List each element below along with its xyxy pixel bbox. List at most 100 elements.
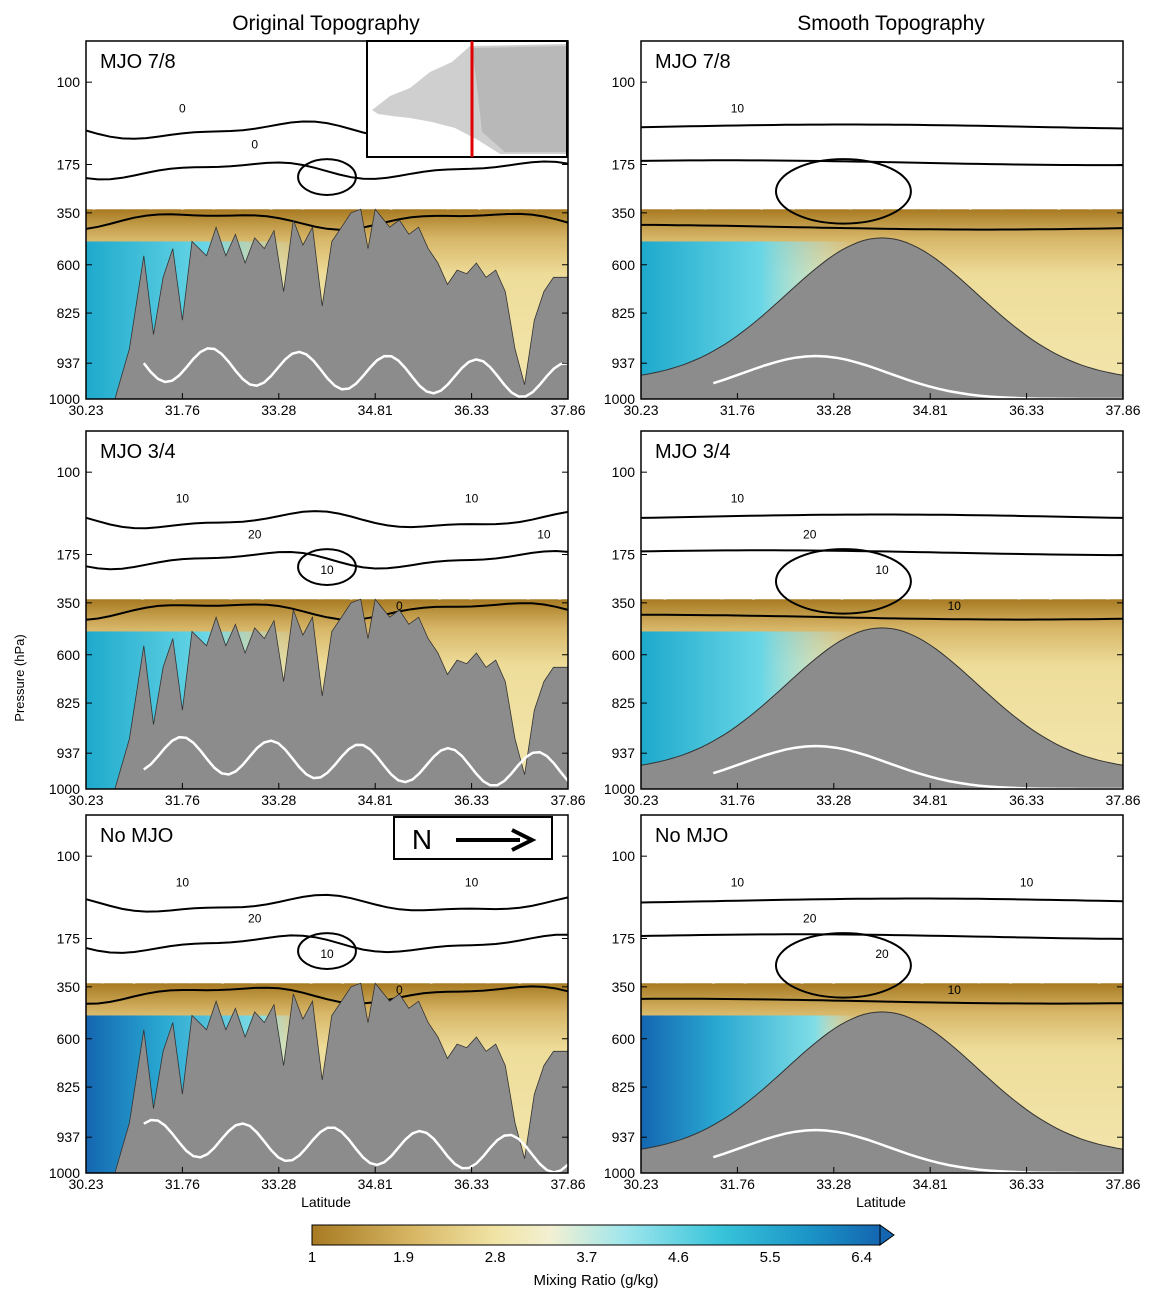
contour-line [85, 893, 569, 913]
x-axis-label-right: Latitude [856, 1194, 906, 1210]
contour-label: 0 [251, 137, 258, 151]
x-tick-label: 31.76 [720, 402, 755, 418]
colorbar: 1 1.9 2.8 3.7 4.6 5.5 6.4 Mixing Ratio (g/kg) [308, 1224, 895, 1289]
contour-label: 10 [731, 876, 745, 890]
surface-contour [143, 1118, 569, 1174]
panel-3: MJO 3/4102010010101001753506008259371000… [49, 430, 586, 808]
y-tick-label: 600 [57, 1031, 81, 1047]
panel-frame [85, 814, 569, 1174]
contour-label: 10 [948, 599, 962, 613]
contour-label: 20 [875, 947, 889, 961]
x-tick-label: 31.76 [165, 792, 200, 808]
contour-line [640, 549, 1123, 557]
contour-loop [297, 932, 357, 970]
contour-label: 10 [176, 492, 190, 506]
contour-line [641, 223, 1124, 231]
y-tick-label: 175 [612, 157, 636, 173]
x-tick-label: 33.28 [816, 792, 851, 808]
contour-label: 10 [320, 947, 334, 961]
colorbar-tick-label: 1 [308, 1249, 316, 1266]
y-tick-label: 100 [57, 464, 81, 480]
panel-frame [640, 430, 1124, 790]
x-tick-label: 37.86 [1105, 1176, 1140, 1192]
x-tick-label: 34.81 [358, 792, 393, 808]
y-tick-label: 1000 [49, 1165, 80, 1181]
y-tick-label: 825 [57, 1079, 81, 1095]
terrain-shape [640, 237, 1124, 400]
x-tick-label: 36.33 [1009, 402, 1044, 418]
contour-label: 10 [875, 563, 889, 577]
contour-label: 10 [465, 492, 479, 506]
x-tick-label: 30.23 [68, 792, 103, 808]
y-tick-label: 100 [612, 848, 636, 864]
y-tick-label: 100 [612, 74, 636, 90]
x-tick-label: 36.33 [1009, 1176, 1044, 1192]
contour-line [640, 513, 1124, 519]
contour-line [85, 602, 569, 621]
x-tick-label: 33.28 [816, 402, 851, 418]
y-tick-label: 1000 [604, 391, 635, 407]
x-tick-label: 37.86 [550, 1176, 585, 1192]
x-axis-label-left: Latitude [301, 1194, 351, 1210]
y-tick-label: 175 [612, 931, 636, 947]
y-tick-label: 1000 [604, 1165, 635, 1181]
terrain-shape [86, 982, 569, 1174]
panel-label: MJO 7/8 [100, 51, 176, 73]
x-tick-label: 30.23 [68, 1176, 103, 1192]
band-top-edge [86, 199, 568, 210]
y-tick-label: 1000 [604, 781, 635, 797]
colorbar-tick-label: 5.5 [760, 1249, 781, 1266]
contour-line [85, 510, 569, 530]
colorbar-tick-label: 2.8 [485, 1249, 506, 1266]
x-tick-label: 30.23 [623, 402, 658, 418]
y-tick-label: 350 [612, 979, 636, 995]
colorbar-tick-label: 1.9 [393, 1249, 414, 1266]
y-tick-label: 175 [57, 157, 81, 173]
y-tick-label: 100 [57, 74, 81, 90]
band-top-edge [641, 589, 1123, 600]
contour-line [640, 933, 1124, 940]
contour-line [85, 985, 569, 1005]
contour-line [85, 160, 569, 181]
x-tick-label: 33.28 [816, 1176, 851, 1192]
contour-label: 20 [248, 527, 262, 541]
contour-label: 10 [1020, 876, 1034, 890]
contour-line [640, 159, 1123, 167]
x-tick-label: 34.81 [913, 792, 948, 808]
colorbar-tick-label: 3.7 [576, 1249, 597, 1266]
x-tick-label: 34.81 [913, 402, 948, 418]
x-tick-label: 31.76 [165, 1176, 200, 1192]
panel-5: No MJO102010010100175350600825937100030.… [49, 814, 586, 1192]
surface-contour [143, 735, 569, 787]
band-top-edge [86, 589, 568, 600]
y-tick-label: 937 [612, 745, 636, 761]
x-tick-label: 34.81 [358, 1176, 393, 1192]
x-tick-label: 33.28 [261, 1176, 296, 1192]
terrain-shape [640, 1011, 1124, 1174]
x-tick-label: 34.81 [913, 1176, 948, 1192]
panel-label: MJO 7/8 [655, 51, 731, 73]
contour-label: 10 [465, 876, 479, 890]
x-tick-label: 34.81 [358, 402, 393, 418]
x-tick-label: 33.28 [261, 402, 296, 418]
y-tick-label: 937 [57, 1129, 81, 1145]
x-tick-label: 37.86 [550, 792, 585, 808]
north-label: N [412, 824, 432, 855]
contour-line [85, 212, 569, 231]
terrain-shape [86, 598, 569, 790]
panel-6: No MJO 10 20 20 10 10 100 175 350 600 825 937 100030… [604, 814, 1141, 1192]
terrain-shape [640, 627, 1124, 790]
y-tick-label: 937 [57, 355, 81, 371]
y-tick-label: 175 [57, 931, 81, 947]
y-tick-label: 600 [612, 647, 636, 663]
contour-loop [774, 158, 912, 225]
contour-label: 10 [948, 983, 962, 997]
contour-label: 0 [396, 983, 403, 997]
panel-label: No MJO [100, 825, 173, 847]
y-tick-label: 1000 [49, 781, 80, 797]
terrain-shape [86, 208, 569, 400]
panel-label: MJO 3/4 [655, 441, 731, 463]
x-tick-label: 31.76 [165, 402, 200, 418]
y-tick-label: 937 [57, 745, 81, 761]
x-tick-label: 30.23 [623, 792, 658, 808]
